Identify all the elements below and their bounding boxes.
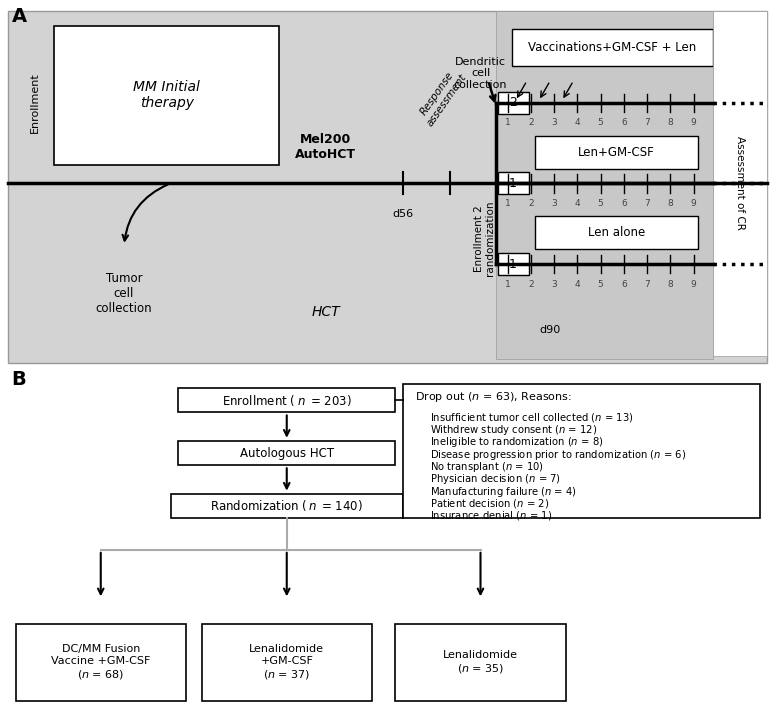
Text: 8: 8	[667, 119, 673, 127]
Text: Lenalidomide
+GM-CSF
($n$ = 37): Lenalidomide +GM-CSF ($n$ = 37)	[250, 644, 324, 681]
Text: 4: 4	[574, 280, 580, 289]
Text: Drop out ($n$ = 63), Reasons:: Drop out ($n$ = 63), Reasons:	[415, 390, 571, 403]
Text: MM Initial
therapy: MM Initial therapy	[133, 81, 200, 111]
FancyBboxPatch shape	[170, 493, 403, 518]
Text: 5: 5	[598, 280, 604, 289]
Text: Manufacturing failure ($n$ = 4): Manufacturing failure ($n$ = 4)	[430, 485, 577, 499]
Text: 7: 7	[644, 119, 650, 127]
Text: B: B	[12, 370, 26, 389]
Text: Lenalidomide
($n$ = 35): Lenalidomide ($n$ = 35)	[443, 650, 518, 675]
Text: 5: 5	[598, 199, 604, 208]
Text: Enrollment (  $n$  = 203): Enrollment ( $n$ = 203)	[222, 393, 352, 408]
Text: Insufficient tumor cell collected ($n$ = 13): Insufficient tumor cell collected ($n$ =…	[430, 411, 634, 423]
Text: Dendritic
cell
collection: Dendritic cell collection	[453, 57, 508, 90]
Text: Mel200
AutoHCT: Mel200 AutoHCT	[295, 133, 356, 160]
Text: Vaccinations+GM-CSF + Len: Vaccinations+GM-CSF + Len	[528, 41, 697, 54]
Text: Len alone: Len alone	[587, 226, 645, 239]
FancyBboxPatch shape	[202, 624, 372, 702]
FancyBboxPatch shape	[535, 216, 698, 249]
Text: Autologous HCT: Autologous HCT	[239, 446, 334, 459]
Text: Enrollment 2
randomization: Enrollment 2 randomization	[474, 201, 495, 276]
Text: HCT: HCT	[312, 305, 339, 319]
FancyBboxPatch shape	[535, 136, 698, 169]
Text: Withdrew study consent ($n$ = 12): Withdrew study consent ($n$ = 12)	[430, 423, 598, 437]
FancyBboxPatch shape	[395, 624, 566, 702]
Text: 7: 7	[644, 280, 650, 289]
Text: 8: 8	[667, 280, 673, 289]
FancyBboxPatch shape	[498, 92, 529, 114]
FancyBboxPatch shape	[178, 441, 395, 465]
FancyBboxPatch shape	[713, 11, 767, 356]
Text: Ineligible to randomization ($n$ = 8): Ineligible to randomization ($n$ = 8)	[430, 436, 604, 449]
Text: Disease progression prior to randomization ($n$ = 6): Disease progression prior to randomizati…	[430, 448, 686, 462]
Text: DC/MM Fusion
Vaccine +GM-CSF
($n$ = 68): DC/MM Fusion Vaccine +GM-CSF ($n$ = 68)	[51, 644, 150, 681]
FancyBboxPatch shape	[178, 388, 395, 413]
Text: 3: 3	[551, 119, 557, 127]
Text: 1: 1	[509, 177, 517, 190]
Text: Physician decision ($n$ = 7): Physician decision ($n$ = 7)	[430, 472, 561, 486]
Text: 1: 1	[505, 199, 511, 208]
FancyBboxPatch shape	[8, 11, 767, 363]
Text: 9: 9	[691, 280, 697, 289]
Text: 3: 3	[551, 280, 557, 289]
FancyBboxPatch shape	[498, 173, 529, 194]
Text: No transplant ($n$ = 10): No transplant ($n$ = 10)	[430, 460, 544, 474]
Text: 2: 2	[528, 199, 534, 208]
Text: 8: 8	[667, 199, 673, 208]
Text: 1: 1	[509, 257, 517, 270]
Text: 9: 9	[691, 119, 697, 127]
Text: 2: 2	[528, 280, 534, 289]
Text: 4: 4	[574, 199, 580, 208]
Text: Insurance denial ($n$ = 1): Insurance denial ($n$ = 1)	[430, 509, 553, 523]
FancyBboxPatch shape	[512, 29, 713, 66]
Text: 5: 5	[598, 119, 604, 127]
Text: 4: 4	[574, 119, 580, 127]
Text: d90: d90	[539, 325, 561, 335]
Text: 3: 3	[551, 199, 557, 208]
Text: 1: 1	[505, 119, 511, 127]
FancyBboxPatch shape	[496, 11, 713, 360]
Text: 9: 9	[691, 199, 697, 208]
Text: A: A	[12, 7, 27, 27]
Text: Len+GM-CSF: Len+GM-CSF	[577, 146, 655, 159]
Text: 6: 6	[621, 119, 627, 127]
FancyBboxPatch shape	[16, 624, 186, 702]
FancyBboxPatch shape	[403, 384, 760, 518]
Text: Response
assessment: Response assessment	[415, 65, 468, 128]
Text: Assessment of CR: Assessment of CR	[735, 137, 745, 230]
Text: Enrollment: Enrollment	[30, 73, 40, 133]
FancyBboxPatch shape	[498, 253, 529, 275]
Text: Randomization ( $n$  = 140): Randomization ( $n$ = 140)	[210, 498, 363, 513]
FancyBboxPatch shape	[54, 26, 279, 165]
Text: 6: 6	[621, 280, 627, 289]
Text: 1: 1	[505, 280, 511, 289]
Text: Patient decision ($n$ = 2): Patient decision ($n$ = 2)	[430, 497, 549, 510]
Text: 6: 6	[621, 199, 627, 208]
Text: Tumor
cell
collection: Tumor cell collection	[95, 272, 153, 315]
Text: 7: 7	[644, 199, 650, 208]
Text: 2: 2	[509, 96, 517, 109]
Text: 2: 2	[528, 119, 534, 127]
Text: d56: d56	[392, 209, 414, 219]
